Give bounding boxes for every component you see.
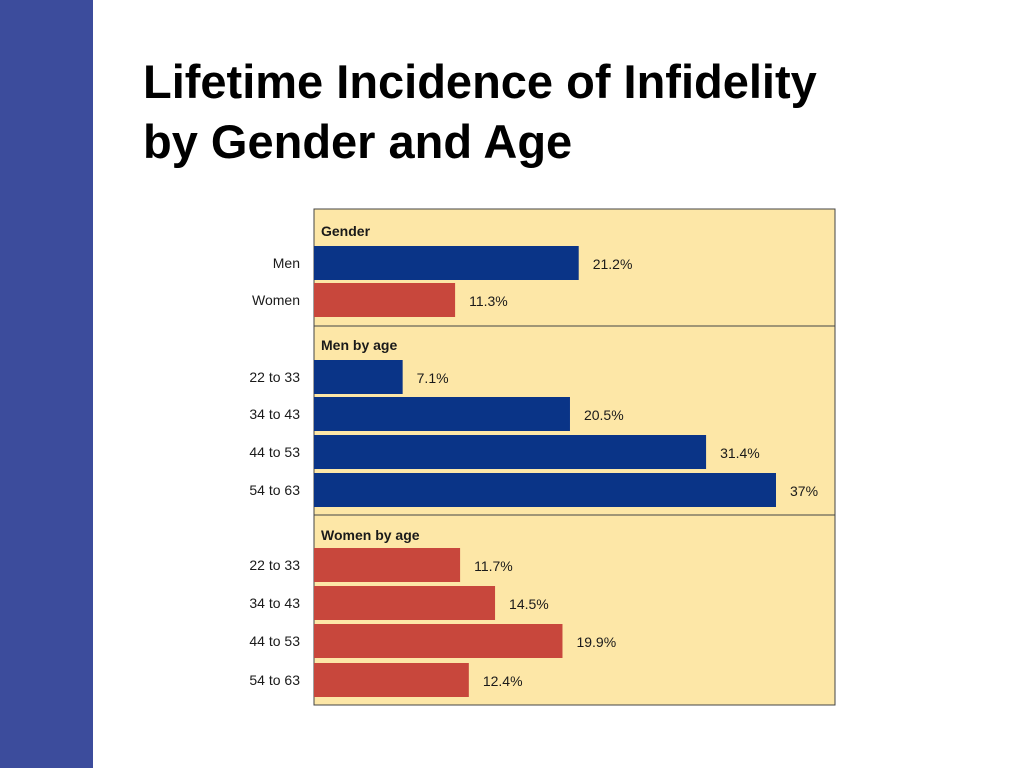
category-label: 44 to 53 xyxy=(249,633,300,649)
section-title: Men by age xyxy=(321,337,397,353)
bar xyxy=(314,586,496,620)
data-label: 19.9% xyxy=(576,634,616,650)
bar xyxy=(314,663,469,697)
data-label: 14.5% xyxy=(509,596,549,612)
sidebar-accent-bar xyxy=(0,0,93,768)
slide-title-line-2: by Gender and Age xyxy=(143,115,573,168)
category-label: 34 to 43 xyxy=(249,406,300,422)
category-label: 22 to 33 xyxy=(249,557,300,573)
category-label: 54 to 63 xyxy=(249,482,300,498)
data-label: 31.4% xyxy=(720,445,760,461)
bar xyxy=(314,283,456,317)
slide-title-line-1: Lifetime Incidence of Infidelity xyxy=(143,55,817,108)
section-title: Gender xyxy=(321,223,371,239)
bar xyxy=(314,397,570,431)
category-label: 54 to 63 xyxy=(249,672,300,688)
bar xyxy=(314,473,776,507)
category-label: 22 to 33 xyxy=(249,369,300,385)
data-label: 7.1% xyxy=(417,370,449,386)
data-label: 11.3% xyxy=(469,293,508,309)
bar xyxy=(314,624,563,658)
bar xyxy=(314,246,579,280)
bar xyxy=(314,435,707,469)
category-label: Men xyxy=(273,255,300,271)
category-label: 44 to 53 xyxy=(249,444,300,460)
data-label: 20.5% xyxy=(584,407,624,423)
category-label: Women xyxy=(252,292,300,308)
data-label: 21.2% xyxy=(593,256,633,272)
bar xyxy=(314,360,403,394)
data-label: 37% xyxy=(790,483,818,499)
section-title: Women by age xyxy=(321,527,420,543)
data-label: 11.7% xyxy=(474,558,513,574)
data-label: 12.4% xyxy=(483,673,523,689)
category-label: 34 to 43 xyxy=(249,595,300,611)
bar xyxy=(314,548,461,582)
slide-title: Lifetime Incidence of Infidelity by Gend… xyxy=(143,52,1003,172)
